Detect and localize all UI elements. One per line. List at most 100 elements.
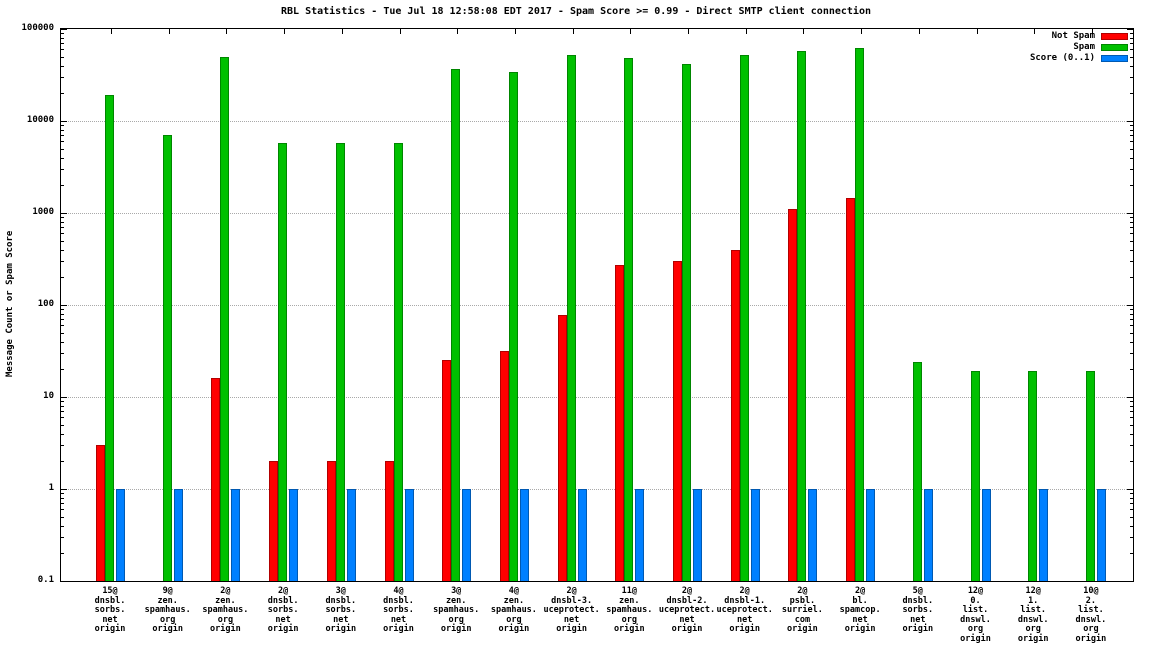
- y-minor-tick: [1130, 249, 1133, 251]
- y-minor-tick: [1130, 77, 1133, 79]
- bar-spam: [624, 58, 634, 581]
- y-minor-tick: [1130, 169, 1133, 171]
- y-minor-tick: [61, 261, 64, 263]
- y-gridline: [61, 305, 1133, 306]
- y-minor-tick: [1130, 417, 1133, 419]
- bar-not-spam: [211, 378, 221, 581]
- y-minor-tick: [61, 221, 64, 223]
- y-tick: [1127, 489, 1133, 490]
- y-tick-label: 0.1: [37, 575, 54, 585]
- y-minor-tick: [1130, 277, 1133, 279]
- y-tick: [61, 29, 67, 30]
- y-minor-tick: [1130, 227, 1133, 229]
- y-minor-tick: [1130, 445, 1133, 447]
- y-tick: [1127, 213, 1133, 214]
- x-tick: [572, 29, 574, 34]
- y-minor-tick: [61, 240, 64, 242]
- y-tick: [1127, 121, 1133, 122]
- y-minor-tick: [1130, 49, 1133, 51]
- y-minor-tick: [1130, 537, 1133, 539]
- y-minor-tick: [1130, 525, 1133, 527]
- bar-score-0-1-: [923, 489, 933, 581]
- y-minor-tick: [61, 332, 64, 334]
- x-tick: [341, 29, 343, 34]
- y-minor-tick: [1130, 261, 1133, 263]
- x-category-label: 12@ 0. list. dnswl. org origin: [960, 586, 991, 644]
- legend-item: Not Spam: [1052, 32, 1128, 41]
- y-minor-tick: [1130, 341, 1133, 343]
- y-minor-tick: [1130, 461, 1133, 463]
- y-minor-tick: [1130, 233, 1133, 235]
- y-minor-tick: [61, 277, 64, 279]
- bar-not-spam: [673, 261, 682, 581]
- y-minor-tick: [1130, 401, 1133, 403]
- x-category-label: 2@ bl. spamcop. net origin: [839, 586, 881, 634]
- bar-not-spam: [499, 350, 509, 581]
- y-gridline: [61, 121, 1133, 122]
- bar-spam: [912, 362, 922, 581]
- y-minor-tick: [61, 509, 64, 511]
- y-minor-tick: [61, 461, 64, 463]
- y-minor-tick: [61, 249, 64, 251]
- y-minor-tick: [1130, 503, 1133, 505]
- y-minor-tick: [61, 309, 64, 311]
- x-tick: [688, 29, 689, 34]
- y-tick: [61, 581, 67, 582]
- bar-score-0-1-: [231, 489, 241, 581]
- y-minor-tick: [61, 77, 64, 79]
- x-category-label: 2@ zen. spamhaus. org origin: [202, 586, 249, 634]
- y-gridline: [61, 213, 1133, 214]
- y-minor-tick: [61, 33, 64, 35]
- y-minor-tick: [1130, 240, 1133, 242]
- legend-swatch-score-0-1-: [1101, 55, 1128, 62]
- y-minor-tick: [1130, 135, 1133, 137]
- y-minor-tick: [61, 129, 64, 131]
- y-minor-tick: [61, 369, 64, 371]
- y-minor-tick: [61, 553, 64, 555]
- x-tick: [976, 29, 978, 34]
- y-gridline: [61, 397, 1133, 398]
- y-minor-tick: [1130, 185, 1133, 187]
- y-tick-label: 10: [43, 391, 54, 401]
- x-tick: [514, 29, 516, 34]
- bar-spam: [739, 55, 749, 581]
- bar-spam: [393, 143, 403, 581]
- y-minor-tick: [1130, 37, 1133, 39]
- y-minor-tick: [61, 537, 64, 539]
- y-minor-tick: [1130, 43, 1133, 45]
- y-minor-tick: [61, 185, 64, 187]
- bar-not-spam: [615, 265, 625, 581]
- y-minor-tick: [1130, 56, 1133, 58]
- y-minor-tick: [61, 516, 64, 518]
- bar-not-spam: [96, 445, 105, 581]
- x-tick: [284, 29, 286, 34]
- y-tick: [61, 397, 67, 398]
- bar-score-0-1-: [173, 489, 183, 581]
- y-minor-tick: [61, 325, 64, 327]
- y-gridline: [61, 489, 1133, 490]
- y-minor-tick: [61, 65, 64, 67]
- x-tick: [803, 29, 805, 34]
- y-minor-tick: [1130, 509, 1133, 511]
- y-tick-label: 100000: [21, 23, 54, 33]
- y-minor-tick: [61, 125, 64, 127]
- y-tick: [1127, 305, 1133, 306]
- y-minor-tick: [61, 217, 64, 219]
- x-category-label: 5@ dnsbl. sorbs. net origin: [902, 586, 934, 634]
- bar-score-0-1-: [289, 489, 299, 581]
- y-minor-tick: [61, 313, 64, 315]
- y-tick: [61, 489, 67, 490]
- y-tick-label: 100: [37, 299, 54, 309]
- y-minor-tick: [61, 135, 64, 137]
- y-minor-tick: [61, 157, 64, 159]
- bar-spam: [797, 50, 807, 581]
- bar-not-spam: [846, 198, 856, 581]
- y-minor-tick: [61, 401, 64, 403]
- bar-score-0-1-: [577, 489, 587, 581]
- y-tick: [1127, 29, 1133, 30]
- bar-score-0-1-: [519, 489, 529, 581]
- legend-label: Spam: [1073, 42, 1095, 52]
- y-minor-tick: [1130, 325, 1133, 327]
- x-category-label: 2@ psbl. surriel. com origin: [781, 586, 823, 634]
- bar-not-spam: [788, 209, 798, 581]
